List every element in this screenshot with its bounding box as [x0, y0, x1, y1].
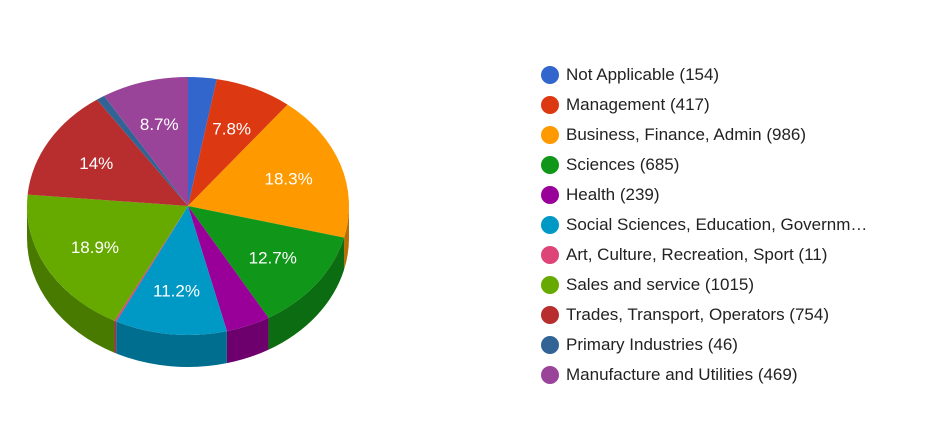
- legend-swatch: [541, 276, 559, 294]
- legend-item[interactable]: Trades, Transport, Operators (754): [541, 300, 921, 330]
- legend: Not Applicable (154) Management (417) Bu…: [541, 60, 921, 390]
- pie-slice-side: [116, 321, 227, 367]
- pie-slice[interactable]: [188, 206, 345, 318]
- slice-percent-label: 11.2%: [153, 282, 200, 301]
- legend-item[interactable]: Not Applicable (154): [541, 60, 921, 90]
- legend-label: Trades, Transport, Operators (754): [566, 305, 829, 324]
- pie-slice[interactable]: [26, 194, 188, 321]
- legend-label: Business, Finance, Admin (986): [566, 125, 807, 144]
- legend-label: Manufacture and Utilities (469): [566, 365, 798, 384]
- legend-label: Management (417): [566, 95, 710, 114]
- legend-label: Primary Industries (46): [566, 335, 738, 354]
- slice-percent-label: 7.8%: [212, 119, 251, 138]
- legend-swatch: [541, 216, 559, 234]
- pie-slice[interactable]: [188, 77, 217, 206]
- pie-slice[interactable]: [116, 206, 227, 335]
- legend-item[interactable]: Social Sciences, Education, Governm…: [541, 210, 921, 240]
- slice-percent-label: 18.9%: [71, 238, 119, 257]
- legend-swatch: [541, 336, 559, 354]
- legend-swatch: [541, 156, 559, 174]
- legend-item[interactable]: Health (239): [541, 180, 921, 210]
- legend-label: Social Sciences, Education, Governm…: [566, 215, 868, 234]
- legend-item[interactable]: Manufacture and Utilities (469): [541, 360, 921, 390]
- pie-slice-side: [226, 317, 269, 364]
- slice-percent-label: 8.7%: [140, 115, 179, 134]
- legend-label: Health (239): [566, 185, 660, 204]
- slice-percent-label: 12.7%: [249, 248, 297, 267]
- legend-swatch: [541, 306, 559, 324]
- pie-label-group: 7.8% 18.3% 12.7% 11.2% 18.9% 14% 8.7%: [71, 115, 313, 301]
- legend-label: Sales and service (1015): [566, 275, 755, 294]
- legend-swatch: [541, 366, 559, 384]
- legend-item[interactable]: Sales and service (1015): [541, 270, 921, 300]
- pie-slice[interactable]: [96, 95, 188, 206]
- pie-top-group: [26, 77, 350, 335]
- slice-percent-label: 14%: [79, 154, 113, 173]
- pie-slice-side: [27, 206, 115, 353]
- legend-item[interactable]: Business, Finance, Admin (986): [541, 120, 921, 150]
- legend-item[interactable]: Management (417): [541, 90, 921, 120]
- pie-slice[interactable]: [188, 206, 269, 332]
- legend-swatch: [541, 126, 559, 144]
- legend-swatch: [541, 96, 559, 114]
- pie-slice-side: [268, 237, 345, 350]
- legend-label: Art, Culture, Recreation, Sport (11): [566, 245, 828, 264]
- pie-slice[interactable]: [188, 104, 350, 238]
- slice-percent-label: 18.3%: [264, 170, 312, 189]
- legend-label: Not Applicable (154): [566, 65, 720, 84]
- legend-item[interactable]: Sciences (685): [541, 150, 921, 180]
- pie-slice[interactable]: [188, 79, 288, 206]
- legend-item[interactable]: Art, Culture, Recreation, Sport (11): [541, 240, 921, 270]
- legend-item[interactable]: Primary Industries (46): [541, 330, 921, 360]
- pie-slice[interactable]: [114, 206, 188, 322]
- pie-slice[interactable]: [27, 99, 188, 206]
- legend-swatch: [541, 186, 559, 204]
- pie-slice-side: [114, 320, 117, 354]
- legend-swatch: [541, 66, 559, 84]
- pie-side-group: [27, 206, 349, 367]
- pie-slice-side: [344, 206, 349, 270]
- legend-swatch: [541, 246, 559, 264]
- legend-label: Sciences (685): [566, 155, 680, 174]
- pie-slice[interactable]: [104, 77, 188, 206]
